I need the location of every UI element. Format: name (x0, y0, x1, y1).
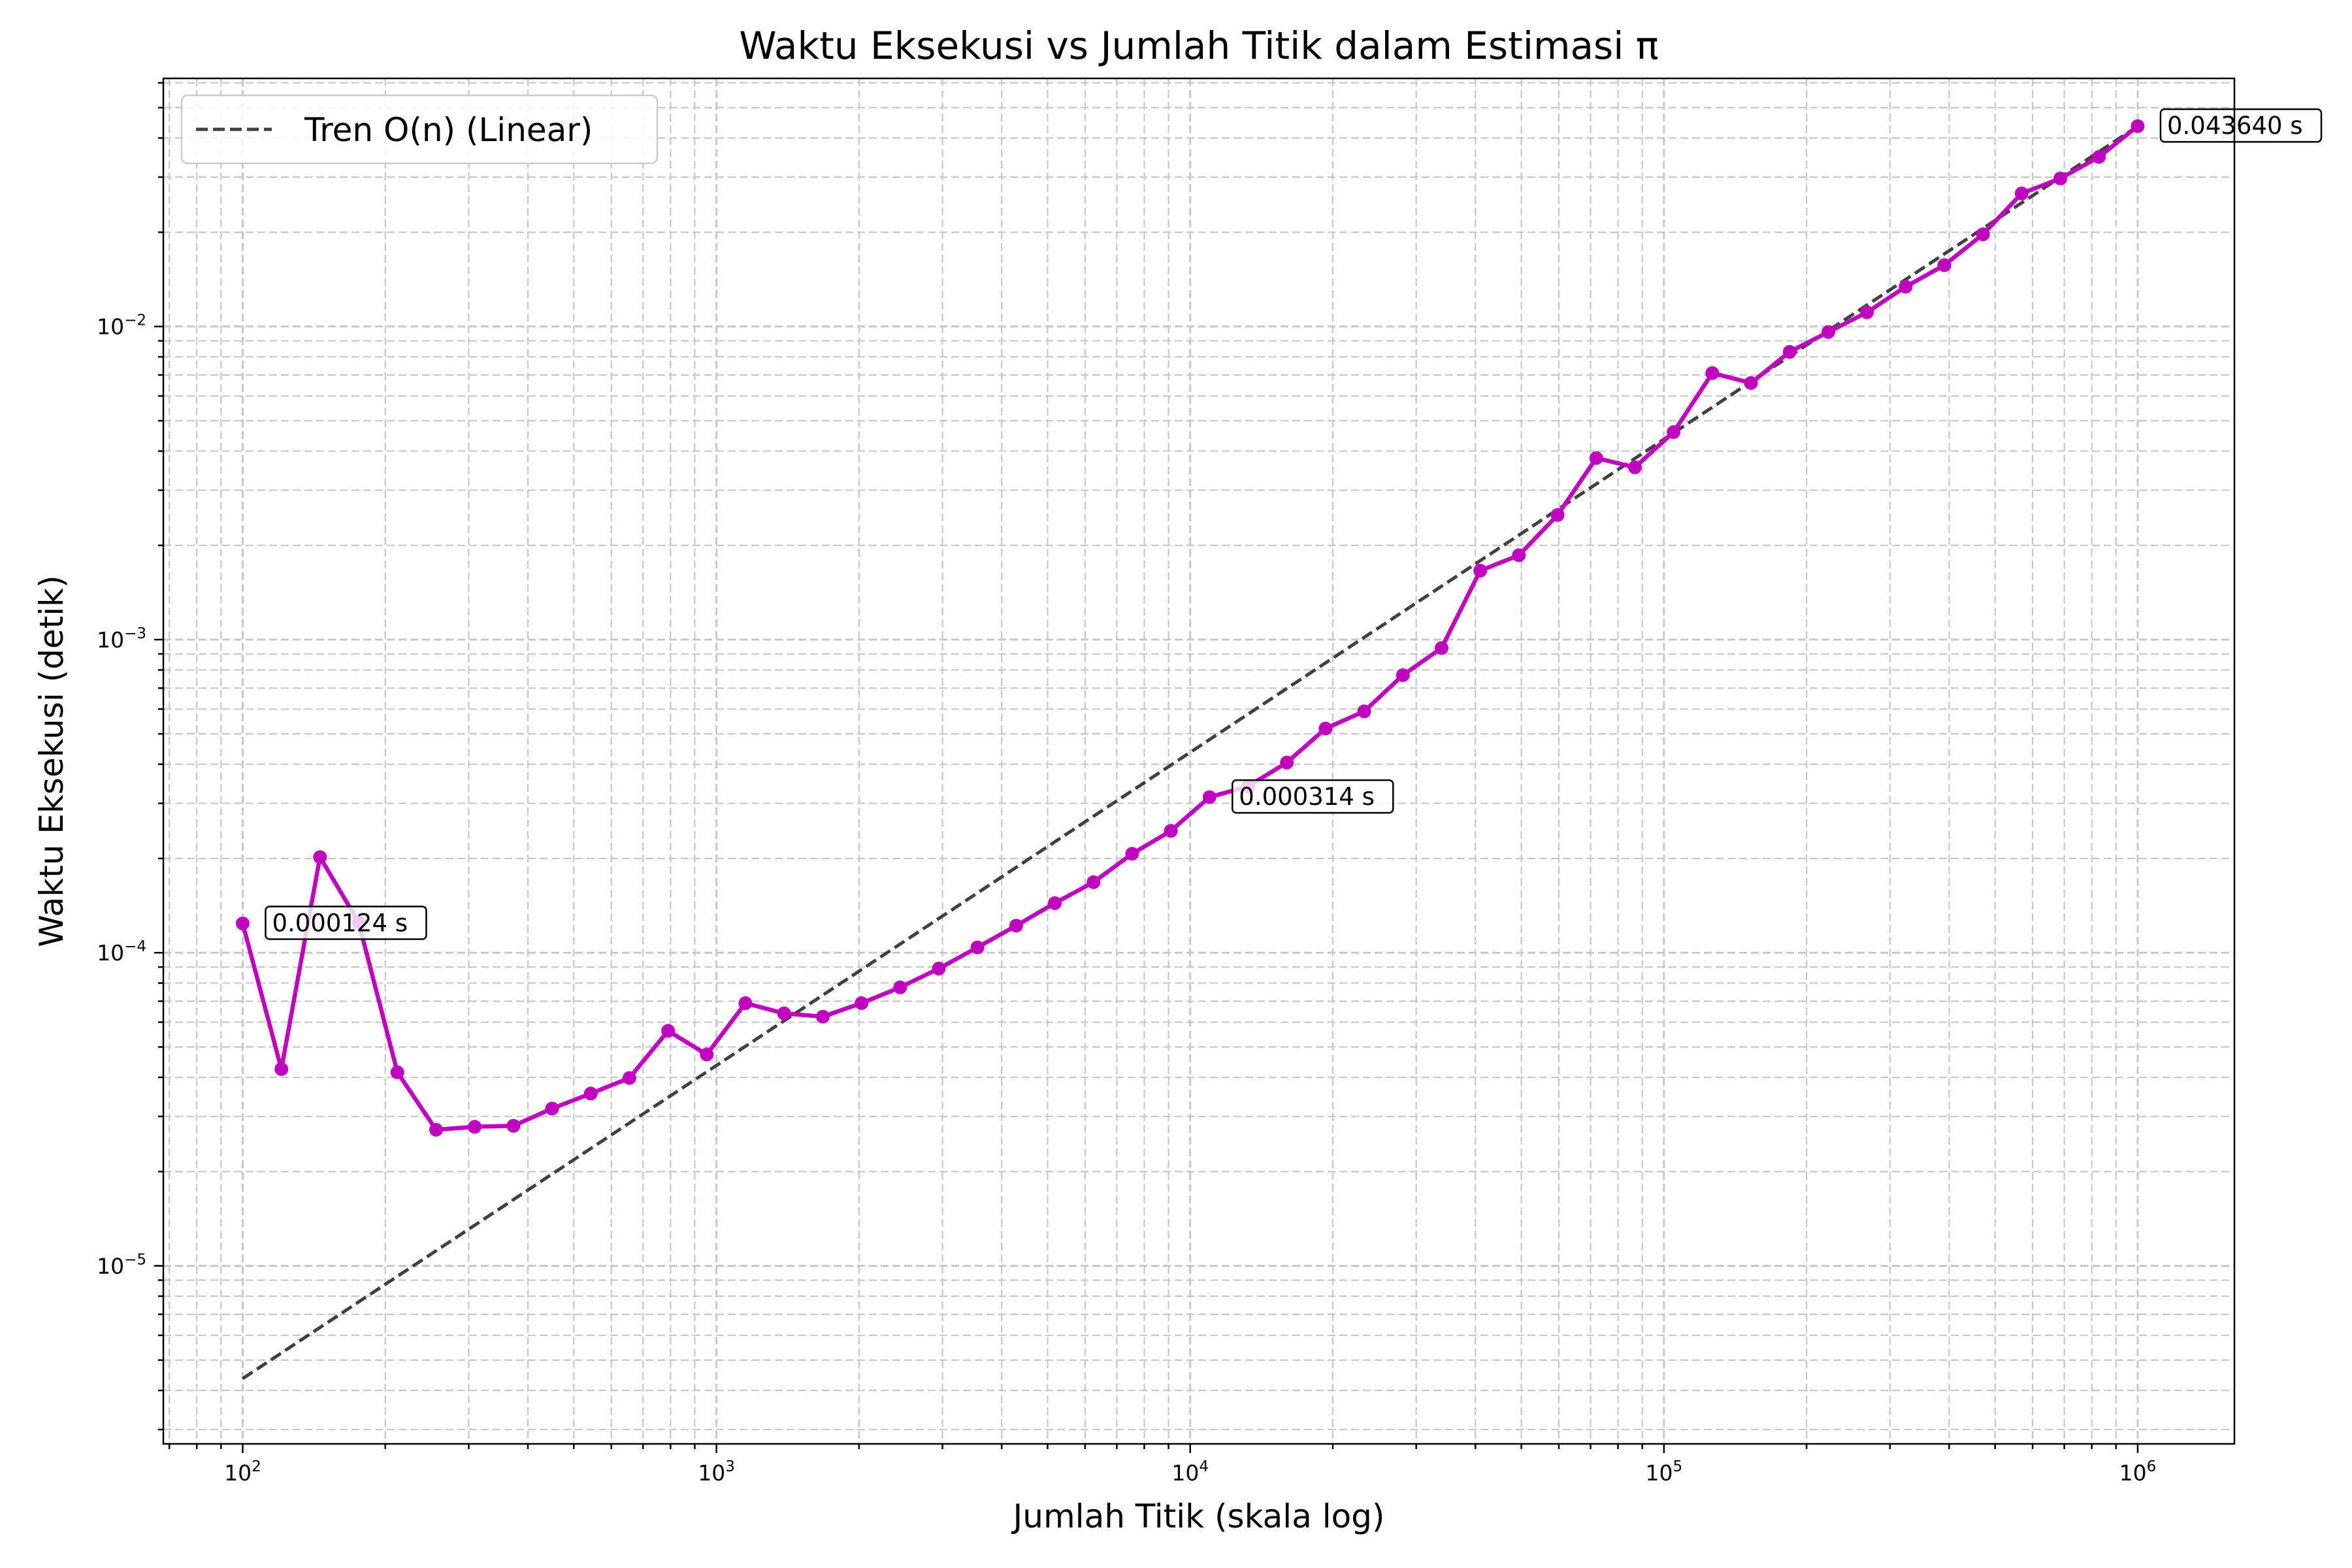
data-point (1937, 258, 1952, 272)
data-point (738, 996, 753, 1010)
x-tick-label: 102 (224, 1458, 261, 1486)
data-point (1627, 460, 1642, 474)
data-point (893, 980, 907, 994)
data-point (1357, 704, 1371, 719)
data-point (777, 1006, 791, 1021)
data-point (661, 1024, 676, 1038)
data-point (583, 1086, 598, 1101)
data-point (390, 1065, 404, 1079)
series-layer (235, 119, 2145, 1137)
data-point (1125, 847, 1139, 861)
ticks: 102 103 104 105 106 10−5 10−4 10−3 10−2 (97, 82, 2157, 1486)
data-point (1667, 425, 1681, 439)
data-point (1550, 508, 1565, 522)
plot-frame (162, 77, 2236, 1445)
y-tick-label: 10−4 (97, 938, 146, 966)
data-point (235, 916, 250, 930)
data-point (1202, 790, 1217, 804)
legend-box (180, 94, 659, 165)
data-point (274, 1062, 289, 1076)
data-point (1899, 280, 1913, 294)
y-tick-label: 10−5 (97, 1251, 146, 1279)
data-point (313, 850, 327, 864)
x-tick-label: 105 (1646, 1458, 1683, 1486)
data-point (2092, 150, 2106, 164)
x-tick-label: 106 (2119, 1458, 2157, 1486)
data-point (932, 961, 946, 975)
data-point (2053, 171, 2068, 186)
x-tick-label: 103 (698, 1458, 735, 1486)
annotation-box (265, 906, 427, 940)
data-point (1512, 548, 1526, 563)
data-point (1744, 376, 1758, 390)
y-tick-label: 10−3 (97, 625, 146, 653)
y-axis-label: Waktu Eksekusi (detik) (33, 575, 71, 947)
annotation-box (1232, 779, 1394, 814)
data-point (2014, 186, 2029, 201)
annotation-label: 0.000124 s (272, 909, 408, 937)
data-point (1589, 451, 1603, 465)
x-axis-label: Jumlah Titik (skala log) (1011, 1497, 1385, 1535)
y-tick-label: 10−2 (97, 312, 146, 340)
data-point (1164, 824, 1178, 838)
data-point (815, 1009, 830, 1024)
data-point (1821, 325, 1835, 339)
chart-title: Waktu Eksekusi vs Jumlah Titik dalam Est… (739, 24, 1658, 68)
data-point (1280, 755, 1294, 770)
data-point (1318, 721, 1333, 736)
series-line (240, 124, 2140, 1132)
data-point (468, 1120, 482, 1134)
data-point (970, 940, 985, 955)
data-point (1048, 896, 1062, 910)
data-point (545, 1102, 559, 1116)
data-point (2131, 119, 2145, 133)
legend: Tren O(n) (Linear) (180, 94, 659, 165)
data-point (1782, 345, 1797, 359)
data-point (700, 1047, 714, 1062)
legend-label-trend: Tren O(n) (Linear) (304, 111, 593, 149)
data-point (506, 1119, 521, 1133)
annotation-label: 0.000314 s (1239, 783, 1375, 811)
data-point (1086, 875, 1101, 889)
data-point (1860, 305, 1874, 319)
x-tick-label: 104 (1171, 1458, 1209, 1486)
data-point (1705, 366, 1720, 380)
data-point (1473, 564, 1488, 578)
data-point (1976, 227, 1990, 242)
data-point (622, 1071, 636, 1085)
grid (163, 78, 2234, 1444)
data-point (429, 1122, 443, 1137)
data-point (1434, 641, 1448, 655)
data-point (1396, 668, 1410, 682)
data-point (1009, 919, 1023, 933)
data-point (855, 996, 869, 1010)
annotation-box (2159, 108, 2323, 143)
